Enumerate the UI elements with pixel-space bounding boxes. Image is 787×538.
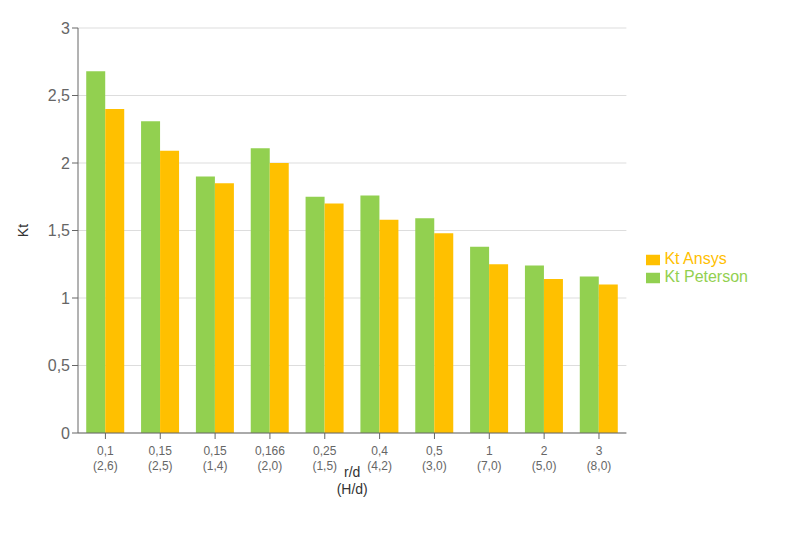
svg-text:0,25(1,5): 0,25(1,5) [312, 444, 337, 473]
svg-text:0,5: 0,5 [48, 357, 70, 374]
svg-text:2(5,0): 2(5,0) [532, 444, 557, 473]
svg-text:3: 3 [61, 20, 70, 37]
svg-text:0,5(3,0): 0,5(3,0) [422, 444, 447, 473]
html-text:Kt Peterson: Kt Peterson [664, 268, 748, 285]
svg-text:1(7,0): 1(7,0) [477, 444, 502, 473]
svg-text:0: 0 [61, 425, 70, 442]
svg-text:2: 2 [61, 155, 70, 172]
svg-text:r/d(H/d): r/d(H/d) [337, 464, 368, 497]
svg-text:0,166(2,0): 0,166(2,0) [255, 444, 285, 473]
svg-text:2,5: 2,5 [48, 87, 70, 104]
svg-text:Kt: Kt [15, 224, 31, 237]
svg-text:1: 1 [61, 290, 70, 307]
svg-text:3(8,0): 3(8,0) [587, 444, 612, 473]
svg-text:0,15(2,5): 0,15(2,5) [148, 444, 173, 473]
svg-text:1,5: 1,5 [48, 222, 70, 239]
svg-text:0,1(2,6): 0,1(2,6) [93, 444, 118, 473]
svg-text:0,4(4,2): 0,4(4,2) [367, 444, 392, 473]
html-text:Kt Ansys: Kt Ansys [664, 250, 727, 267]
svg-text:0,15(1,4): 0,15(1,4) [203, 444, 228, 473]
